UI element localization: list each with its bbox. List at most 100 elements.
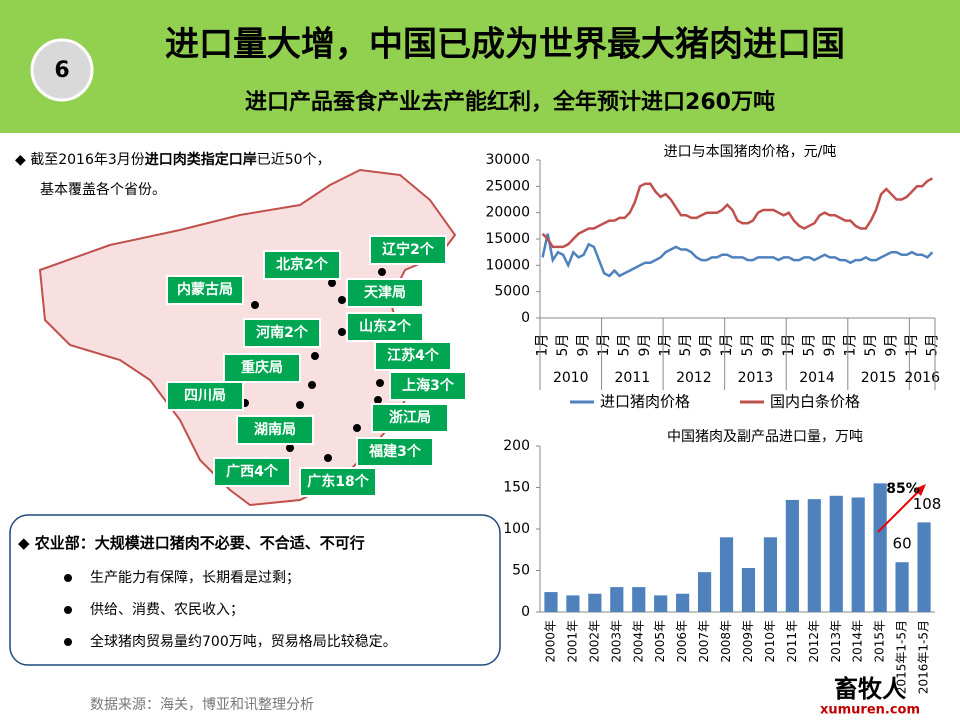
port-label-box [371, 403, 449, 433]
bar [851, 497, 865, 612]
port-label: 天津局 [364, 284, 406, 301]
subtitle: 进口产品蚕食产业去产能红利，全年预计进口260万吨 [245, 89, 775, 115]
x-tick-label: 2016年1-5月 [917, 620, 931, 694]
bar [676, 593, 690, 612]
slide-number: 6 [54, 58, 69, 83]
port-dot [251, 301, 259, 309]
x-tick-label: 1月 [842, 334, 858, 357]
x-tick-label: 2002年 [587, 620, 601, 663]
port-dot [324, 454, 332, 462]
port-label-box [166, 381, 244, 411]
port-label-box [369, 235, 447, 265]
bar [895, 562, 909, 612]
growth-arrow [877, 487, 923, 533]
box-item: 生产能力有保障，长期看是过剩； [90, 570, 300, 586]
bar [829, 495, 843, 612]
bar [807, 499, 821, 612]
y-tick-label: 20000 [485, 205, 530, 221]
y-tick-label: 200 [503, 438, 530, 454]
y-tick-label: 0 [521, 604, 530, 620]
bar [588, 593, 602, 612]
year-label: 2013 [738, 370, 774, 386]
x-tick-label: 1月 [781, 334, 797, 357]
bar [873, 483, 887, 612]
x-tick-label: 2003年 [609, 620, 623, 663]
x-tick-label: 5月 [617, 334, 633, 357]
port-label-box [263, 250, 341, 280]
bar [763, 537, 777, 612]
intro-line2: 基本覆盖各个省份。 [40, 181, 166, 198]
port-dot [296, 401, 304, 409]
bar [785, 499, 799, 612]
legend-label: 国内白条价格 [770, 393, 860, 411]
port-label: 河南2个 [256, 324, 309, 341]
bar [719, 537, 734, 612]
y-tick-label: 10000 [485, 257, 530, 273]
price-line [541, 233, 934, 278]
port-label-box [213, 457, 291, 487]
bar [610, 587, 624, 612]
port-label-box [236, 415, 314, 445]
port-label: 山东2个 [359, 318, 412, 335]
port-dot [374, 396, 382, 404]
y-tick-label: 25000 [485, 178, 530, 194]
x-tick-label: 2004年 [631, 620, 645, 663]
x-tick-label: 2015年 [873, 620, 887, 663]
y-tick-label: 150 [503, 480, 530, 496]
box-heading-text: 农业部：大规模进口猪肉不必要、不合适、不可行 [34, 534, 365, 552]
port-label: 北京2个 [276, 256, 329, 273]
port-label-box [346, 312, 424, 342]
port-label: 广东18个 [307, 473, 369, 490]
bullet [64, 574, 72, 582]
x-tick-label: 5月 [740, 334, 756, 357]
value-label: 60 [893, 535, 912, 553]
year-label: 2014 [799, 370, 835, 386]
bar [544, 592, 558, 612]
x-tick-label: 2000年 [543, 620, 557, 663]
intro-line1: ◆ 截至2016年3月份进口肉类指定口岸已近50个， [15, 151, 331, 168]
port-label: 内蒙古局 [177, 281, 233, 298]
port-label: 四川局 [184, 388, 226, 404]
port-label-box [356, 437, 434, 467]
port-label-box [166, 275, 244, 305]
port-label-box [223, 353, 301, 383]
x-tick-label: 5月 [924, 334, 940, 357]
port-label-box [389, 371, 467, 401]
x-tick-label: 9月 [699, 334, 715, 357]
y-tick-label: 50 [512, 563, 530, 579]
bullet [64, 638, 72, 646]
intro-part: 进口肉类指定口岸 [145, 151, 257, 168]
year-label: 2010 [553, 370, 589, 386]
port-label: 上海3个 [402, 377, 455, 394]
bar [632, 587, 646, 612]
x-tick-label: 5月 [555, 334, 571, 357]
intro-part: 截至2016年3月份 [30, 152, 145, 168]
annotation: 85% [886, 481, 920, 497]
port-dot [353, 424, 361, 432]
bullet [64, 606, 72, 614]
bar [741, 568, 756, 612]
policy-box [9, 514, 501, 666]
x-tick-label: 9月 [822, 334, 838, 357]
year-label: 2016 [904, 370, 940, 386]
x-tick-label: 1月 [596, 334, 612, 357]
logo-site: xumuren.com [820, 703, 920, 718]
number-badge [30, 38, 94, 102]
port-dot [308, 381, 316, 389]
port-label-box [299, 467, 377, 497]
port-label-box [243, 318, 321, 348]
x-tick-label: 2006年 [675, 620, 689, 663]
x-tick-label: 9月 [883, 334, 899, 357]
x-tick-label: 5月 [801, 334, 817, 357]
port-label: 辽宁2个 [382, 241, 435, 258]
y-tick-label: 0 [521, 310, 530, 326]
x-tick-label: 2007年 [697, 620, 711, 663]
x-tick-label: 2013年 [829, 620, 843, 663]
y-tick-label: 15000 [485, 231, 530, 247]
port-label-box [374, 341, 452, 371]
x-tick-label: 5月 [678, 334, 694, 357]
port-label-box [346, 278, 424, 308]
x-tick-label: 2008年 [719, 620, 733, 663]
y-tick-label: 30000 [485, 152, 530, 168]
